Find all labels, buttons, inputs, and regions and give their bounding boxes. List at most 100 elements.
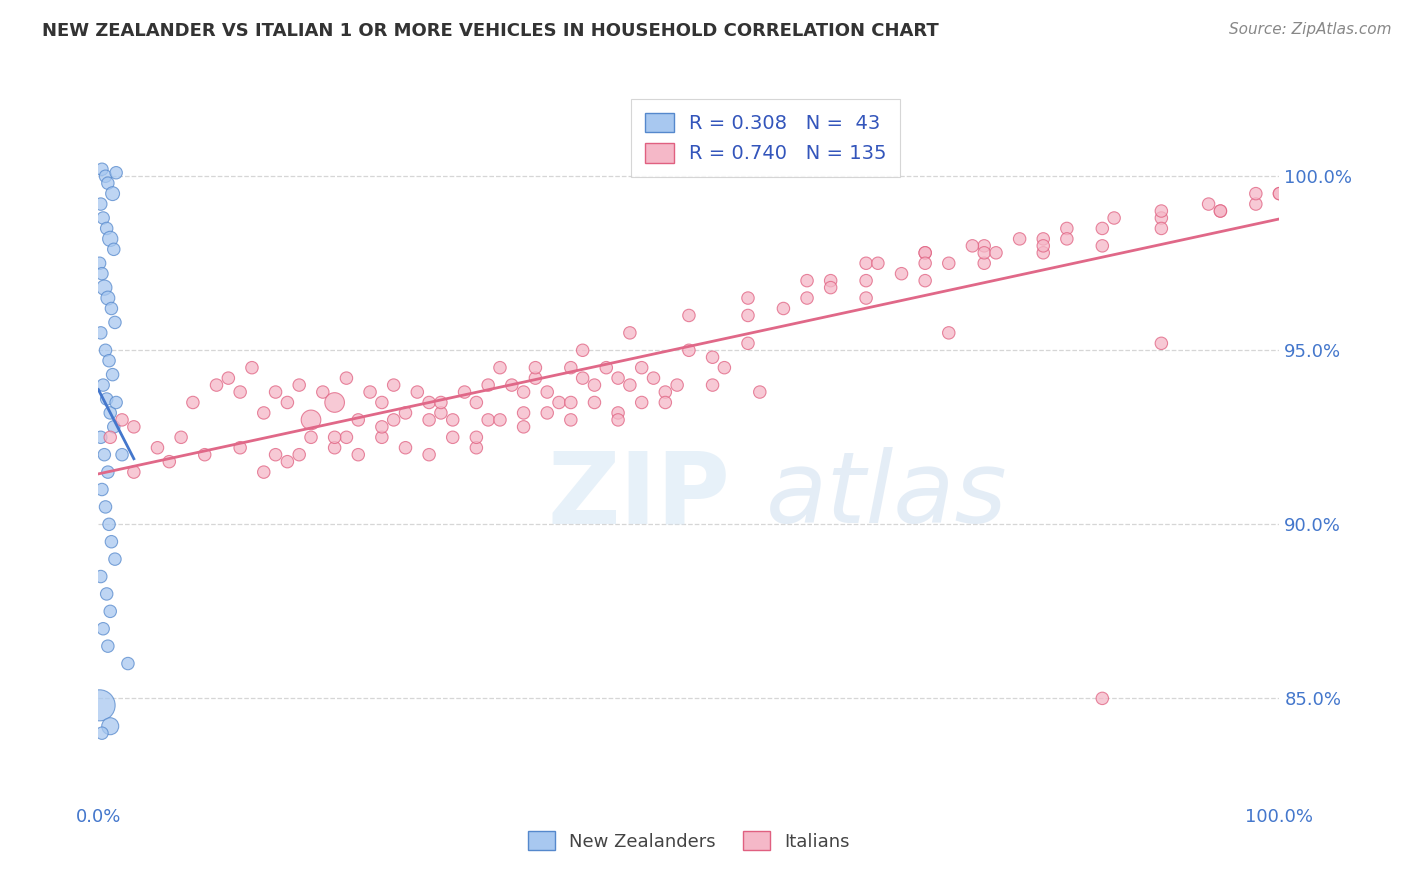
- Point: [323, 395, 346, 409]
- Point: [1008, 232, 1031, 246]
- Point: [583, 378, 606, 392]
- Point: [489, 360, 512, 375]
- Point: [607, 406, 630, 420]
- Point: [98, 406, 121, 420]
- Point: [820, 274, 842, 288]
- Point: [418, 448, 440, 462]
- Point: [1198, 197, 1220, 211]
- Point: [1268, 186, 1291, 201]
- Point: [678, 343, 700, 358]
- Point: [1032, 232, 1054, 246]
- Point: [962, 239, 984, 253]
- Point: [276, 455, 298, 469]
- Point: [253, 465, 276, 479]
- Point: [630, 360, 652, 375]
- Point: [104, 315, 127, 329]
- Point: [103, 243, 125, 257]
- Point: [371, 395, 394, 409]
- Point: [98, 430, 121, 444]
- Point: [394, 406, 416, 420]
- Point: [737, 336, 759, 351]
- Point: [1150, 211, 1173, 225]
- Point: [229, 441, 252, 455]
- Point: [607, 413, 630, 427]
- Point: [91, 162, 114, 177]
- Point: [583, 395, 606, 409]
- Point: [678, 309, 700, 323]
- Point: [702, 350, 724, 364]
- Point: [181, 395, 204, 409]
- Point: [548, 395, 571, 409]
- Point: [595, 360, 617, 375]
- Point: [93, 448, 115, 462]
- Point: [512, 406, 534, 420]
- Point: [104, 552, 127, 566]
- Point: [335, 430, 357, 444]
- Point: [772, 301, 794, 316]
- Point: [101, 368, 124, 382]
- Point: [276, 395, 298, 409]
- Point: [371, 420, 394, 434]
- Point: [117, 657, 139, 671]
- Point: [465, 441, 488, 455]
- Point: [1102, 211, 1125, 225]
- Point: [90, 326, 112, 340]
- Point: [111, 448, 134, 462]
- Point: [666, 378, 689, 392]
- Point: [100, 301, 122, 316]
- Point: [312, 385, 335, 400]
- Point: [560, 360, 582, 375]
- Point: [157, 455, 180, 469]
- Point: [619, 378, 641, 392]
- Point: [441, 413, 464, 427]
- Point: [264, 448, 287, 462]
- Point: [97, 465, 120, 479]
- Point: [914, 245, 936, 260]
- Point: [101, 186, 124, 201]
- Point: [264, 385, 287, 400]
- Point: [914, 274, 936, 288]
- Point: [98, 604, 121, 618]
- Point: [217, 371, 239, 385]
- Legend: New Zealanders, Italians: New Zealanders, Italians: [520, 824, 858, 858]
- Point: [441, 430, 464, 444]
- Point: [299, 413, 322, 427]
- Point: [111, 413, 134, 427]
- Point: [713, 360, 735, 375]
- Point: [406, 385, 429, 400]
- Point: [105, 395, 128, 409]
- Point: [501, 378, 523, 392]
- Point: [560, 413, 582, 427]
- Point: [91, 267, 114, 281]
- Point: [382, 413, 405, 427]
- Point: [371, 430, 394, 444]
- Point: [796, 291, 818, 305]
- Point: [938, 326, 960, 340]
- Point: [1244, 197, 1267, 211]
- Point: [347, 413, 370, 427]
- Point: [890, 267, 912, 281]
- Point: [93, 280, 115, 294]
- Point: [240, 360, 263, 375]
- Point: [96, 587, 118, 601]
- Point: [1032, 245, 1054, 260]
- Point: [1150, 204, 1173, 219]
- Point: [984, 245, 1007, 260]
- Point: [359, 385, 381, 400]
- Point: [96, 221, 118, 235]
- Point: [1150, 221, 1173, 235]
- Point: [347, 448, 370, 462]
- Point: [323, 430, 346, 444]
- Point: [477, 413, 499, 427]
- Point: [89, 256, 111, 270]
- Point: [1150, 336, 1173, 351]
- Point: [737, 309, 759, 323]
- Point: [288, 448, 311, 462]
- Point: [122, 465, 145, 479]
- Point: [94, 343, 117, 358]
- Point: [1091, 221, 1114, 235]
- Text: atlas: atlas: [766, 448, 1007, 544]
- Point: [91, 726, 114, 740]
- Point: [394, 441, 416, 455]
- Point: [94, 500, 117, 514]
